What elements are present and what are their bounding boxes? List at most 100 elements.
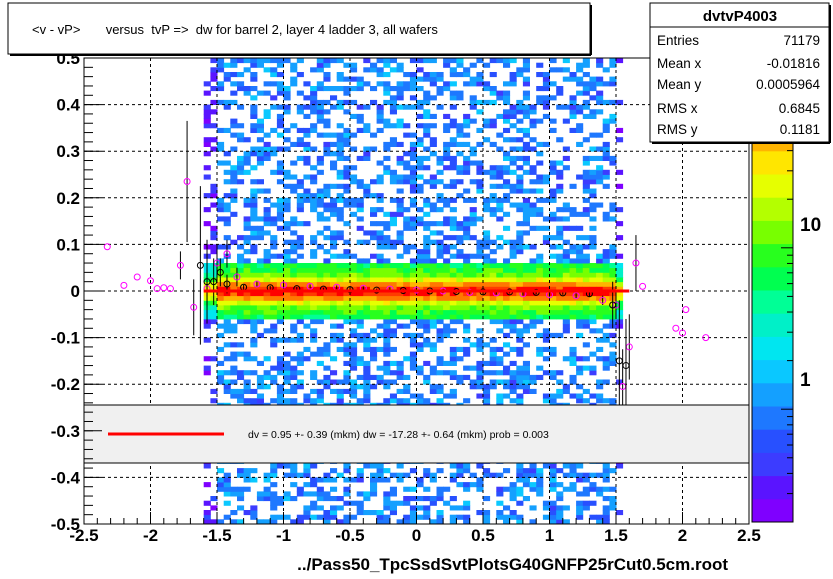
- heatmap-cell: [203, 463, 211, 469]
- heatmap-cell: [516, 244, 524, 250]
- heatmap-cell: [596, 328, 604, 334]
- heatmap-cell: [463, 323, 471, 329]
- heatmap-cell: [303, 104, 311, 110]
- heatmap-cell: [443, 272, 451, 278]
- heatmap-cell: [343, 319, 351, 325]
- heatmap-cell: [516, 286, 524, 292]
- heatmap-cell: [256, 519, 264, 524]
- heatmap-cell: [536, 300, 544, 306]
- heatmap-cell: [330, 309, 338, 315]
- heatmap-cell: [529, 207, 537, 213]
- heatmap-cell: [363, 277, 371, 283]
- heatmap-cell: [250, 323, 258, 329]
- heatmap-cell: [463, 514, 471, 520]
- heatmap-cell: [303, 272, 311, 278]
- heatmap-cell: [602, 216, 610, 222]
- profile-point-magenta: [103, 243, 111, 251]
- heatmap-cell: [243, 314, 251, 320]
- heatmap-cell: [503, 118, 511, 124]
- heatmap-cell: [336, 235, 344, 241]
- heatmap-cell: [596, 272, 604, 278]
- heatmap-cell: [370, 86, 378, 92]
- heatmap-cell: [476, 370, 484, 376]
- heatmap-cell: [356, 81, 364, 87]
- heatmap-cell: [436, 155, 444, 161]
- heatmap-cell: [589, 225, 597, 231]
- heatmap-cell: [330, 141, 338, 147]
- heatmap-cell: [336, 314, 344, 320]
- heatmap-cell: [423, 305, 431, 311]
- heatmap-cell: [370, 374, 378, 380]
- y-tick-label: -0.1: [51, 329, 80, 348]
- heatmap-cell: [602, 151, 610, 157]
- heatmap-cell: [250, 179, 258, 185]
- heatmap-cell: [270, 309, 278, 315]
- heatmap-cell: [582, 183, 590, 189]
- heatmap-cell: [276, 169, 284, 175]
- heatmap-cell: [489, 277, 497, 283]
- heatmap-cell: [536, 253, 544, 259]
- heatmap-cell: [256, 332, 264, 338]
- heatmap-cell: [529, 472, 537, 478]
- heatmap-cell: [443, 309, 451, 315]
- heatmap-cell: [569, 281, 577, 287]
- heatmap-cell: [609, 81, 617, 87]
- heatmap-cell: [489, 314, 497, 320]
- x-tick-label: 1.5: [604, 526, 628, 545]
- heatmap-cell: [529, 165, 537, 171]
- heatmap-cell: [316, 505, 324, 511]
- heatmap-cell: [522, 291, 530, 297]
- heatmap-cell: [416, 393, 424, 399]
- heatmap-cell: [350, 132, 358, 138]
- heatmap-cell: [290, 239, 298, 245]
- heatmap-cell: [463, 113, 471, 119]
- heatmap-cell: [303, 514, 311, 520]
- heatmap-cell: [409, 342, 417, 348]
- heatmap-cell: [330, 314, 338, 320]
- profile-point-black: [609, 301, 617, 309]
- heatmap-cell: [323, 151, 331, 157]
- heatmap-cell: [423, 337, 431, 343]
- heatmap-cell: [396, 230, 404, 236]
- heatmap-cell: [463, 253, 471, 259]
- heatmap-cell: [389, 486, 397, 492]
- heatmap-cell: [542, 295, 550, 301]
- heatmap-cell: [542, 216, 550, 222]
- heatmap-cell: [549, 468, 557, 474]
- heatmap-cell: [469, 216, 477, 222]
- heatmap-cell: [562, 305, 570, 311]
- heatmap-cell: [516, 332, 524, 338]
- colorbar-step: [752, 197, 793, 221]
- heatmap-cell: [376, 263, 384, 269]
- heatmap-cell: [363, 370, 371, 376]
- heatmap-cell: [503, 314, 511, 320]
- heatmap-cell: [449, 160, 457, 166]
- heatmap-cell: [376, 72, 384, 78]
- heatmap-cell: [296, 127, 304, 133]
- heatmap-cell: [549, 398, 557, 404]
- heatmap-cell: [330, 244, 338, 250]
- heatmap-cell: [396, 155, 404, 161]
- heatmap-cell: [376, 309, 384, 315]
- heatmap-cell: [496, 300, 504, 306]
- heatmap-cell: [237, 169, 245, 175]
- heatmap-cell: [310, 146, 318, 152]
- heatmap-cell: [529, 109, 537, 115]
- heatmap-cell: [463, 118, 471, 124]
- heatmap-cell: [323, 496, 331, 502]
- heatmap-cell: [409, 319, 417, 325]
- heatmap-cell: [217, 202, 225, 208]
- heatmap-cell: [536, 291, 544, 297]
- profile-point-magenta: [639, 282, 647, 290]
- heatmap-cell: [376, 179, 384, 185]
- heatmap-cell: [270, 221, 278, 227]
- heatmap-cell: [396, 211, 404, 217]
- heatmap-cell: [569, 183, 577, 189]
- heatmap-cell: [536, 118, 544, 124]
- heatmap-cell: [263, 258, 271, 264]
- heatmap-cell: [389, 295, 397, 301]
- heatmap-cell: [403, 123, 411, 129]
- heatmap-cell: [383, 468, 391, 474]
- heatmap-cell: [250, 202, 258, 208]
- heatmap-cell: [310, 165, 318, 171]
